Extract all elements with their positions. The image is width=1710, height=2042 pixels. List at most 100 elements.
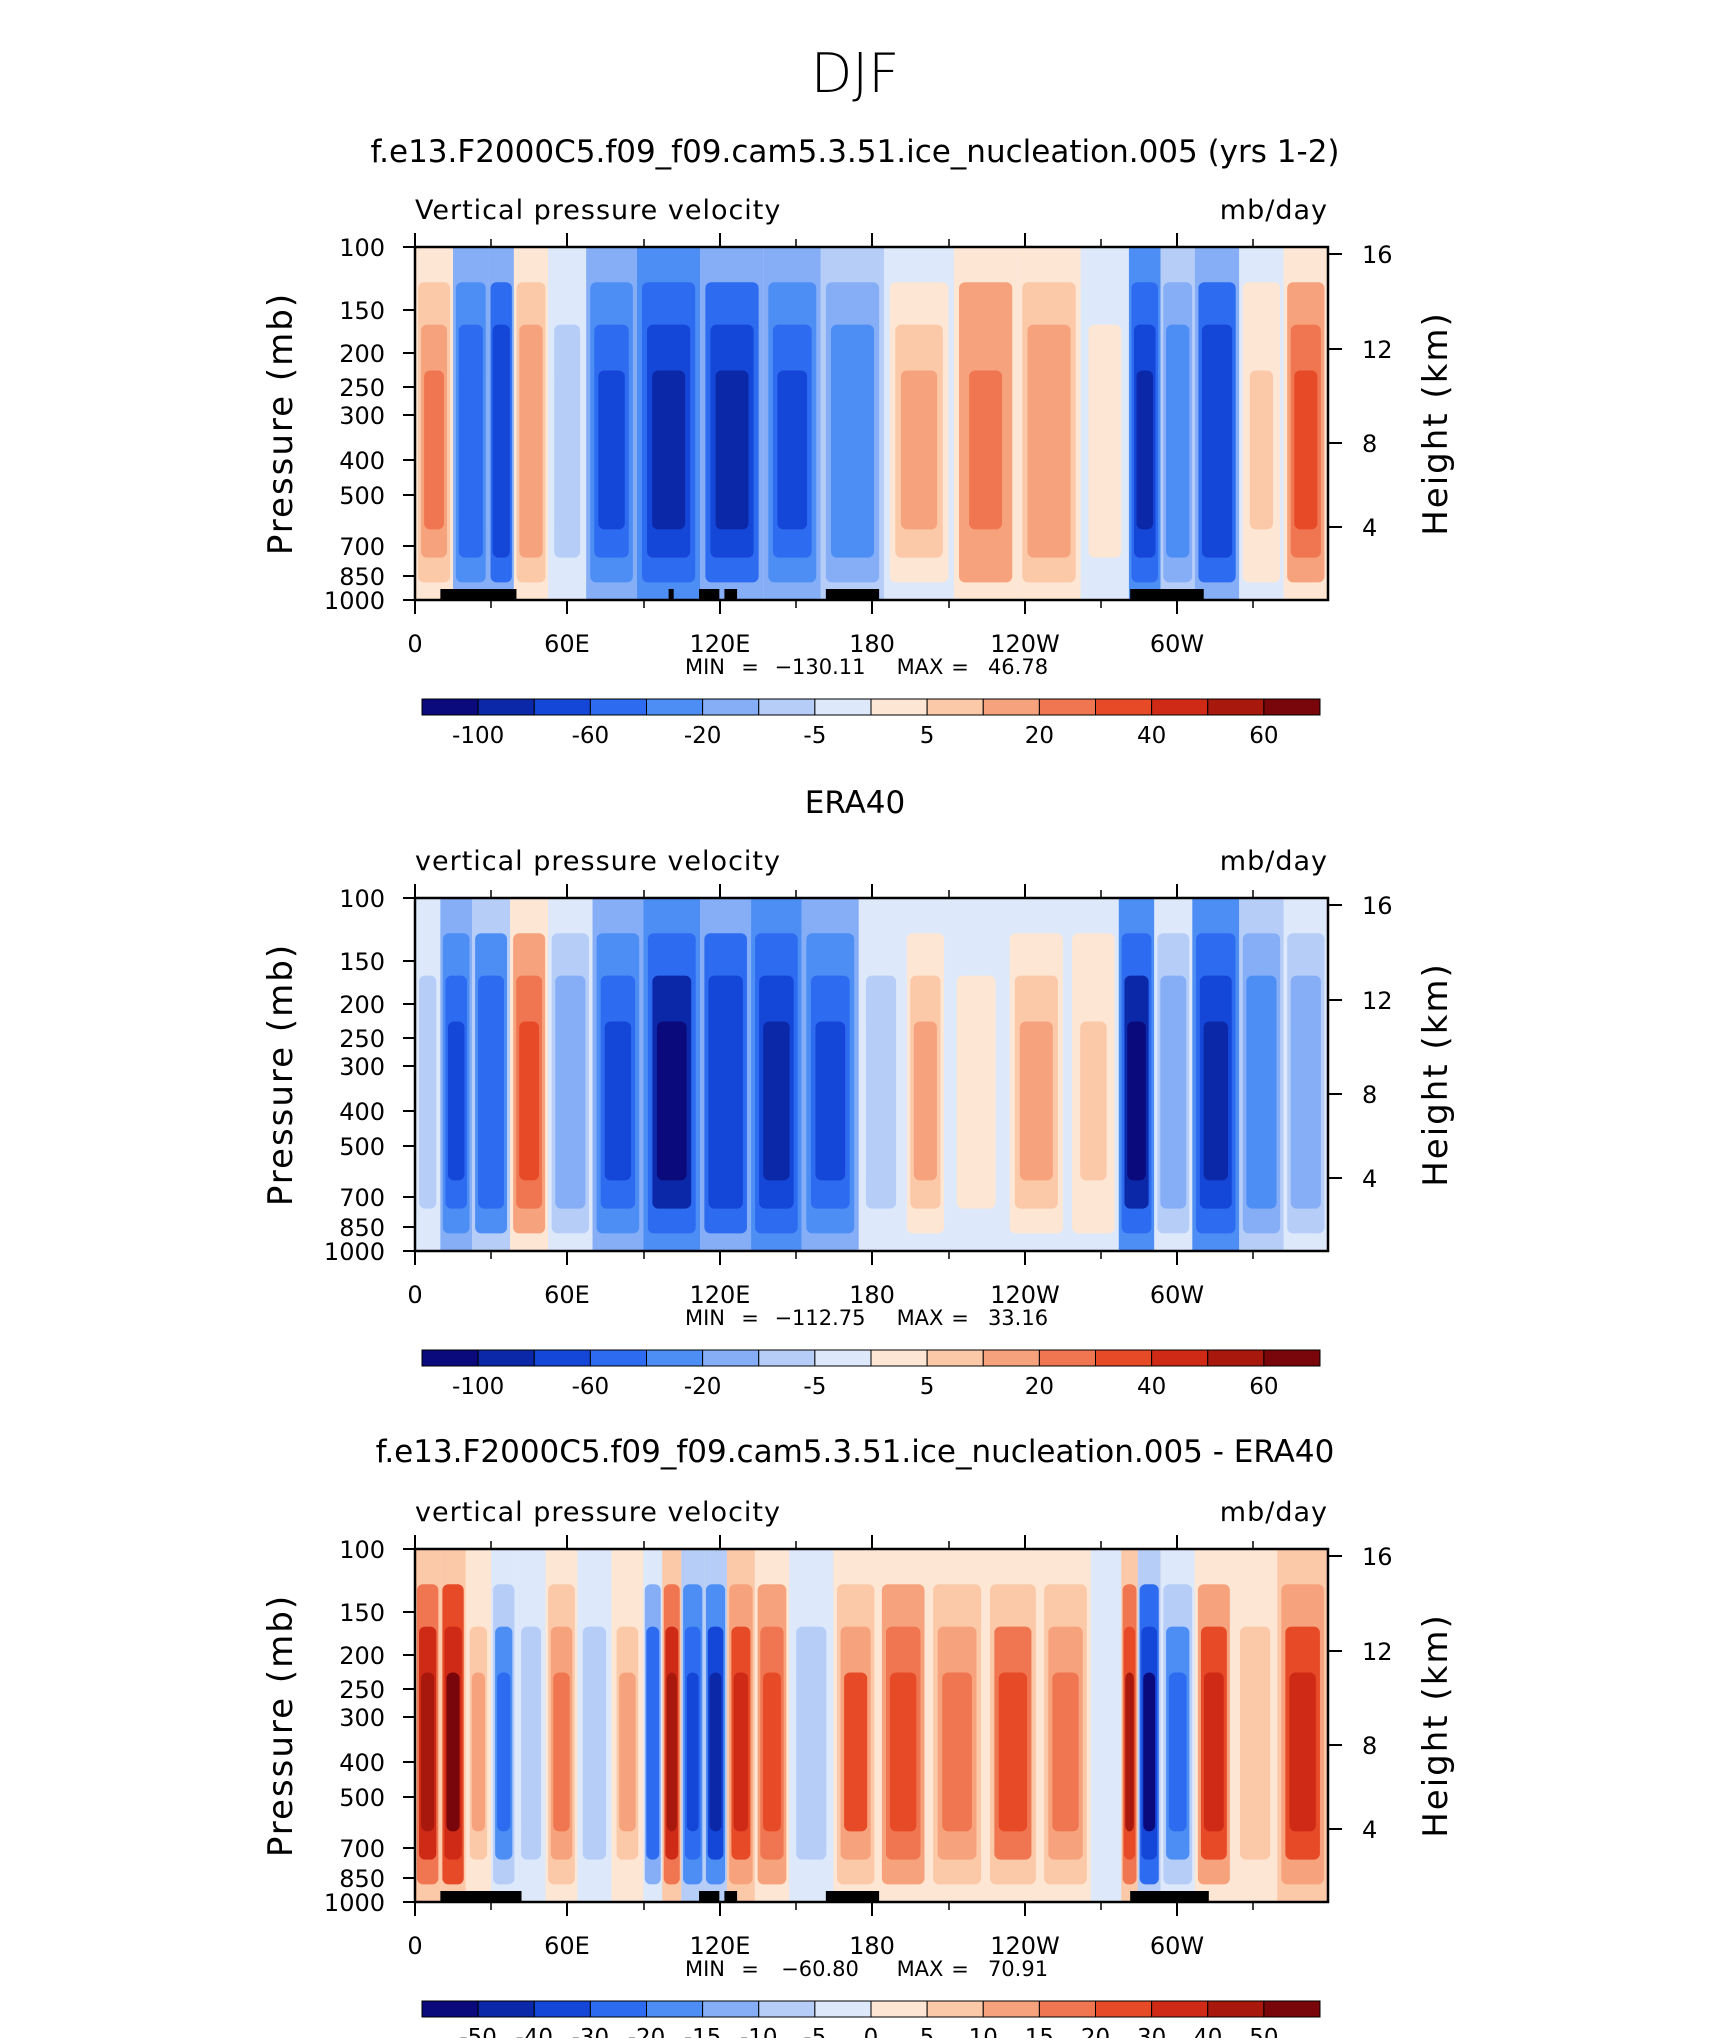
y2-tick-label: 16: [1362, 241, 1393, 269]
colorbar-box: [758, 698, 816, 716]
colorbar-label: 0: [864, 2025, 879, 2038]
colorbar-box: [1151, 2000, 1209, 2018]
field-cell: [763, 1021, 790, 1181]
y-tick-label: 150: [339, 1599, 385, 1627]
colorbar-box: [646, 1349, 704, 1367]
field-cell: [558, 1021, 582, 1181]
y-tick-label: 250: [339, 1025, 385, 1053]
y-axis-label: Pressure (mb): [261, 292, 301, 555]
colorbar-box: [702, 698, 760, 716]
y-axis-label: Pressure (mb): [261, 943, 301, 1206]
x-tick-label: 60E: [544, 630, 590, 658]
panel-title: f.e13.F2000C5.f09_f09.cam5.3.51.ice_nucl…: [376, 1434, 1335, 1470]
colorbar-label: 20: [1081, 2025, 1110, 2038]
field-cell: [1052, 1672, 1079, 1832]
colorbar-box: [477, 1349, 535, 1367]
panel-3: f.e13.F2000C5.f09_f09.cam5.3.51.ice_nucl…: [261, 1434, 1456, 2042]
field-cell: [619, 1672, 636, 1832]
colorbar: -100 -60 -20 -5 5 20 40 60: [421, 698, 1321, 749]
field-cell: [446, 1672, 460, 1832]
min-eq: =: [741, 655, 759, 679]
field-cell: [522, 370, 540, 530]
colorbar-box: [1095, 1349, 1153, 1367]
field-cell: [763, 1672, 781, 1832]
max-eq: =: [951, 655, 969, 679]
x-tick-label: 180: [849, 1281, 895, 1309]
field-cell: [471, 1672, 485, 1832]
colorbar-label: 5: [920, 723, 935, 749]
x-tick-label: 120W: [990, 1932, 1060, 1960]
colorbar-label: 10: [969, 2025, 998, 2038]
colorbar-box: [1263, 1349, 1321, 1367]
min-label: MIN: [685, 655, 725, 679]
max-value: 33.16: [988, 1306, 1048, 1330]
field-cell: [557, 370, 578, 530]
colorbar-box: [421, 2000, 479, 2018]
y2-axis-label: Height (km): [1416, 962, 1456, 1187]
min-eq: =: [741, 1306, 759, 1330]
colorbar-box: [1207, 2000, 1265, 2018]
field-cell: [494, 370, 508, 530]
y-tick-label: 700: [339, 1184, 385, 1212]
field-cell: [421, 1672, 435, 1832]
x-tick-label: 120E: [690, 630, 751, 658]
colorbar-box: [1038, 2000, 1096, 2018]
y-tick-label: 200: [339, 991, 385, 1019]
topography-block: [440, 589, 517, 600]
field-cell: [1136, 370, 1154, 530]
field-cell: [844, 1672, 868, 1832]
field-cell: [1098, 1672, 1115, 1832]
units-label: mb/day: [1220, 846, 1328, 877]
colorbar-label: 15: [1025, 2025, 1054, 2038]
min-value: −130.11: [774, 655, 865, 679]
y-tick-label: 100: [339, 885, 385, 913]
colorbar-label: -10: [740, 2025, 778, 2038]
topography-block: [440, 1891, 522, 1902]
colorbar-box: [702, 1349, 760, 1367]
colorbar-label: -40: [515, 2025, 553, 2038]
colorbar-box: [477, 698, 535, 716]
min-eq: =: [741, 1957, 759, 1981]
colorbar-box: [814, 1349, 872, 1367]
field-cell: [777, 370, 808, 530]
colorbar-label: 60: [1249, 723, 1278, 749]
colorbar-label: -20: [684, 1374, 722, 1400]
field-cell: [1203, 1672, 1224, 1832]
units-label: mb/day: [1220, 1497, 1328, 1528]
y-tick-label: 1000: [324, 1889, 385, 1917]
max-label: MAX: [897, 655, 944, 679]
topography-block: [1130, 1891, 1209, 1902]
colorbar-label: 5: [920, 2025, 935, 2038]
y-tick-label: 150: [339, 297, 385, 325]
y2-tick-label: 16: [1362, 1543, 1393, 1571]
units-label: mb/day: [1220, 195, 1328, 226]
colorbar-label: -60: [572, 723, 610, 749]
field-cell: [447, 1021, 465, 1181]
colorbar-label: 60: [1249, 1374, 1278, 1400]
colorbar-label: -5: [803, 2025, 826, 2038]
colorbar-label: -5: [803, 1374, 826, 1400]
field-cell: [1092, 370, 1118, 530]
y-tick-label: 1000: [324, 587, 385, 615]
topography-block: [668, 589, 674, 600]
y-tick-label: 500: [339, 1133, 385, 1161]
colorbar-label: -60: [572, 1374, 610, 1400]
field-cell: [712, 1021, 739, 1181]
field-layer: [415, 898, 1328, 1251]
field-cell: [890, 1672, 917, 1832]
field-cell: [686, 1672, 699, 1832]
field-cell: [1032, 370, 1066, 530]
colorbar-label: 40: [1137, 1374, 1166, 1400]
y-tick-label: 500: [339, 482, 385, 510]
colorbar-label: 30: [1137, 2025, 1166, 2038]
colorbar-box: [1095, 698, 1153, 716]
colorbar-label: 40: [1193, 2025, 1222, 2038]
field-cell: [1205, 370, 1229, 530]
field-cell: [1203, 1021, 1228, 1181]
field-cell: [461, 370, 481, 530]
x-tick-label: 120W: [990, 630, 1060, 658]
field-cell: [604, 1021, 632, 1181]
y-tick-label: 100: [339, 234, 385, 262]
colorbar-box: [477, 2000, 535, 2018]
